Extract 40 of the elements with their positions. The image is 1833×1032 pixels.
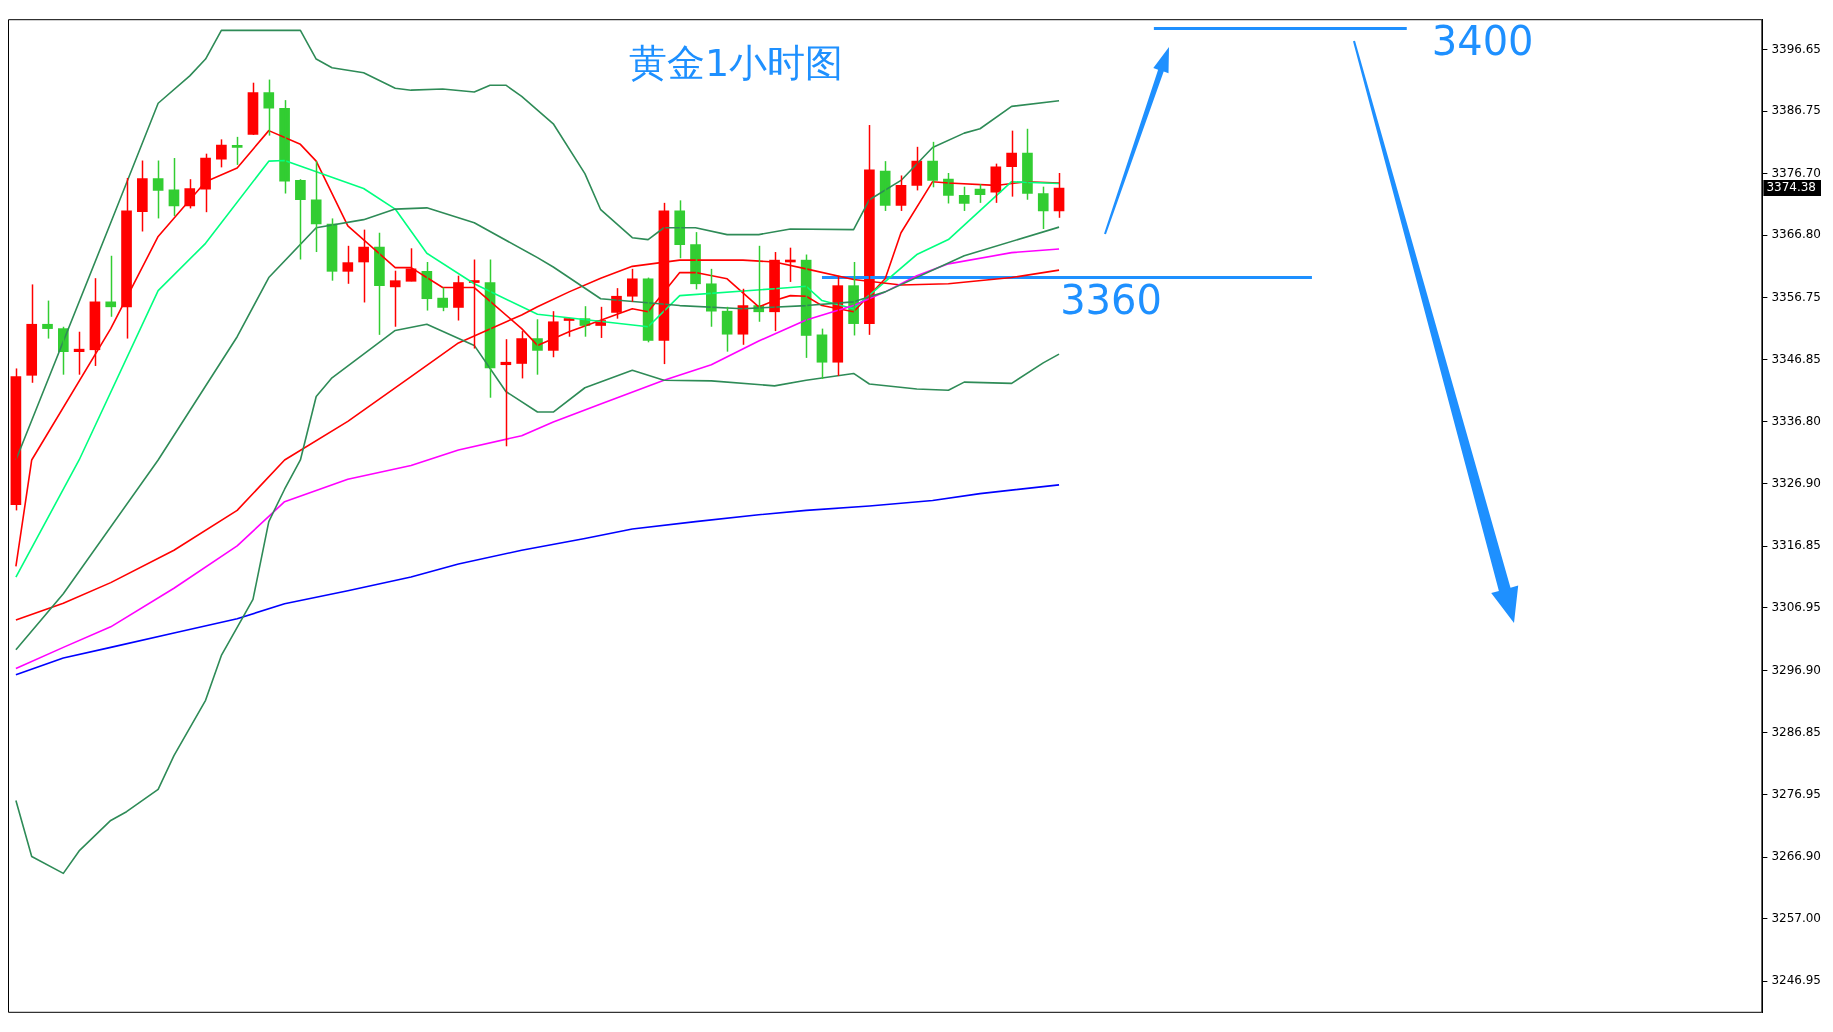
y-tick-label: 3316.85 — [1771, 538, 1821, 553]
y-tick-label: 3296.90 — [1771, 662, 1821, 677]
candlestick — [263, 78, 275, 137]
candlestick — [231, 136, 243, 166]
text: 3374.38 — [1766, 180, 1816, 195]
y-tick-label: 3346.85 — [1771, 351, 1821, 366]
candlestick — [42, 299, 53, 340]
y-tick-label: 3286.85 — [1771, 725, 1821, 740]
candlestick — [342, 245, 354, 285]
candlestick — [1037, 185, 1049, 230]
candlestick — [626, 268, 638, 303]
series-label: 3360 — [1060, 276, 1162, 323]
text: 黄金1小时图 — [628, 40, 844, 87]
candlestick — [389, 269, 401, 328]
y-tick-label: 3306.95 — [1771, 599, 1821, 614]
candlestick — [310, 160, 322, 253]
y-tick-label: 3356.75 — [1771, 289, 1821, 304]
y-tick-label: 3326.90 — [1771, 475, 1821, 490]
candlestick — [547, 310, 559, 358]
y-tick-label: 3366.80 — [1771, 227, 1821, 242]
y-tick-label: 3386.75 — [1771, 103, 1821, 118]
candlestick — [453, 274, 464, 322]
y-tick-label: 3336.80 — [1771, 414, 1821, 429]
candlestick — [927, 141, 938, 189]
candlestick — [121, 177, 132, 340]
candlestick — [358, 228, 369, 304]
candlestick — [295, 178, 306, 261]
candlestick — [437, 286, 448, 312]
candlestick — [26, 283, 38, 384]
series-label: 3400 — [1431, 17, 1534, 64]
candlestick — [216, 138, 227, 169]
y-tick-label: 3376.70 — [1771, 165, 1821, 180]
candlestick — [137, 159, 148, 233]
candlestick — [958, 185, 970, 212]
y-tick-label: 3396.65 — [1771, 41, 1821, 56]
candlestick — [516, 330, 527, 380]
y-tick-label: 3276.95 — [1771, 786, 1821, 801]
y-tick-label: 3257.00 — [1771, 910, 1821, 925]
y-tick-label: 3266.90 — [1771, 849, 1821, 864]
y-tick-label: 3246.95 — [1771, 973, 1821, 988]
